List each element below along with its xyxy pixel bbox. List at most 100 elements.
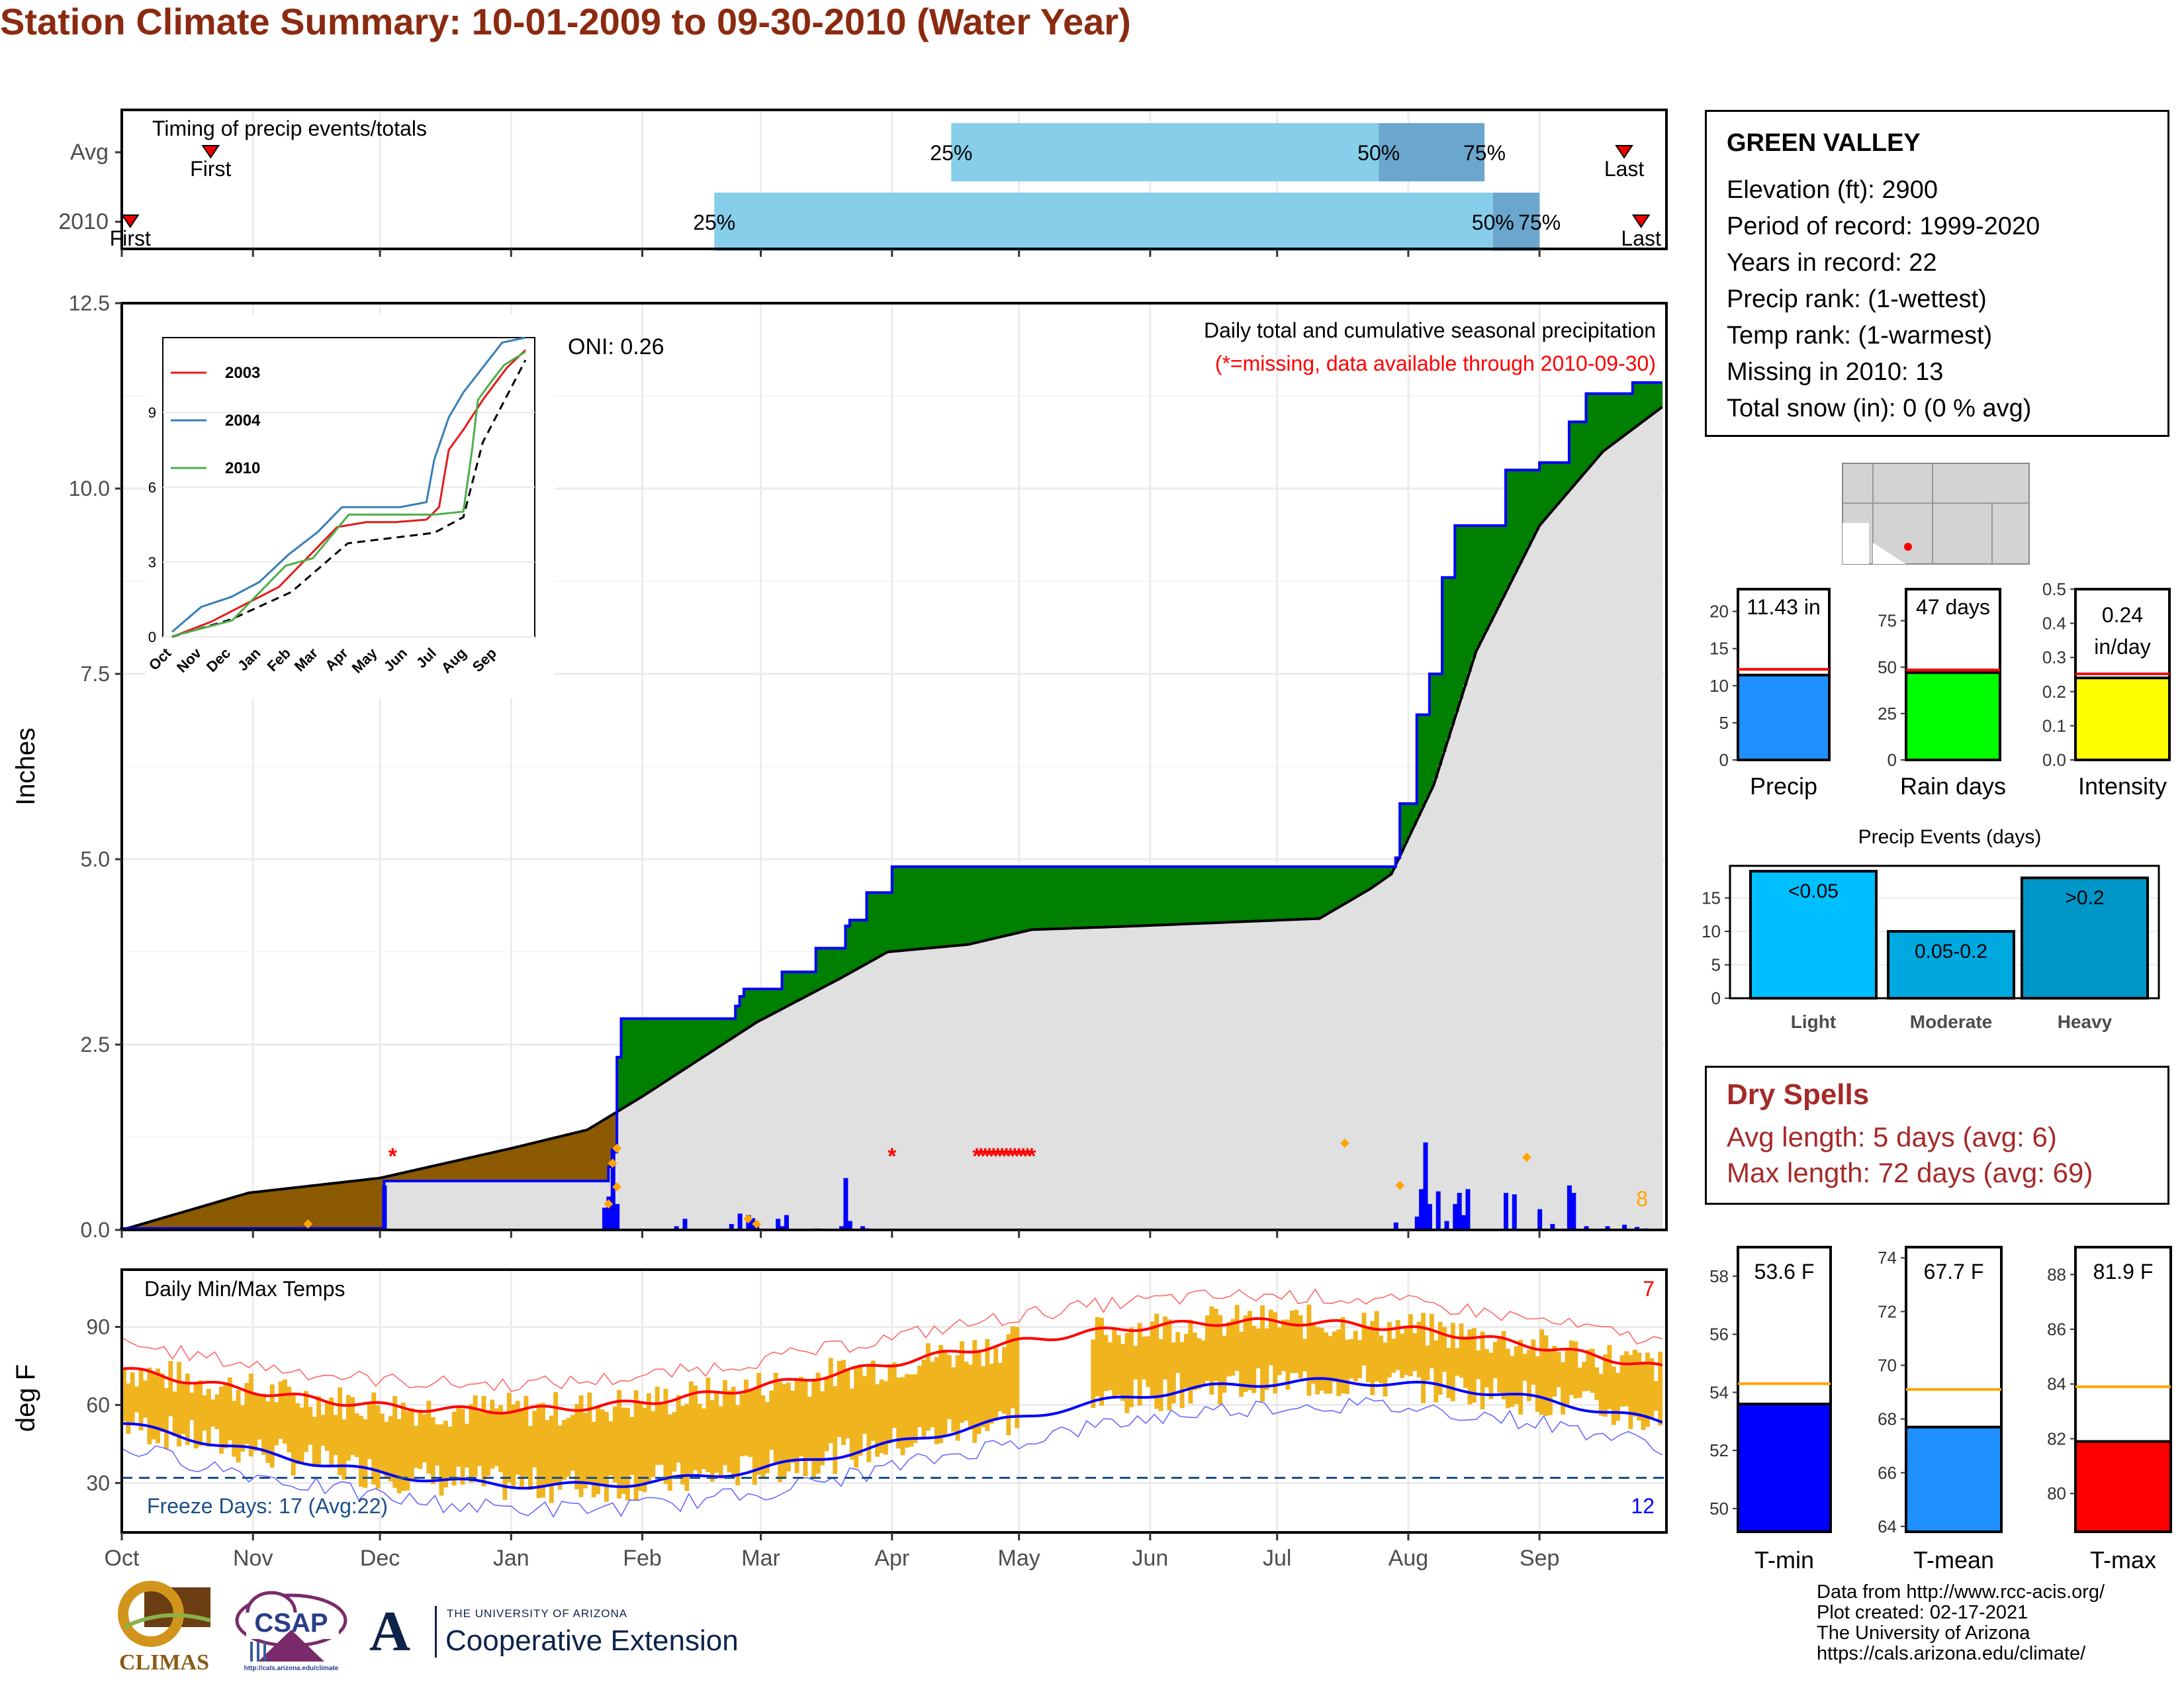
below-normal-fill [477, 1155, 482, 1182]
daily-temp-range-bar [1302, 1338, 1307, 1372]
temp-summary-y-tick: 54 [1709, 1382, 1729, 1402]
daily-temp-range-bar [815, 1372, 821, 1474]
daily-temp-range-bar [1171, 1342, 1176, 1403]
normal-fill [1040, 929, 1045, 1230]
summary-value-label: 0.24 [2102, 603, 2143, 627]
normal-fill [1565, 493, 1570, 1230]
normal-fill [1328, 912, 1333, 1230]
first-marker-icon [201, 145, 220, 159]
csap-logo[interactable]: CSAP http://cals.arizona.edu/climate [232, 1589, 351, 1678]
below-normal-fill [409, 1170, 414, 1182]
above-normal-fill [705, 1018, 711, 1055]
normal-fill [769, 1014, 774, 1230]
above-normal-fill [629, 1018, 635, 1103]
normal-fill [439, 1181, 444, 1230]
y-tick-label: 0.0 [81, 1218, 110, 1242]
normal-fill [1015, 933, 1020, 1230]
normal-fill [515, 1181, 520, 1230]
daily-temp-range-bar [828, 1358, 833, 1443]
daily-temp-range-bar [414, 1425, 419, 1468]
normal-fill [1531, 538, 1536, 1230]
above-normal-fill [921, 867, 927, 949]
page-title: Station Climate Summary: 10-01-2009 to 0… [0, 1, 1131, 42]
below-normal-fill [401, 1172, 406, 1182]
above-normal-fill [1446, 577, 1451, 739]
daily-temp-range-bar [1526, 1350, 1531, 1401]
above-normal-fill [968, 867, 973, 945]
daily-temp-range-bar [1395, 1320, 1400, 1370]
timing-bar-50-75 [1379, 123, 1485, 181]
daily-temp-range-bar [1315, 1327, 1320, 1395]
daily-temp-range-bar [1408, 1314, 1413, 1377]
above-normal-fill [1095, 867, 1100, 927]
above-normal-fill [1379, 867, 1384, 882]
month-label: Oct [105, 1546, 140, 1571]
precip-event-value: <0.05 [1788, 880, 1839, 902]
normal-fill [1154, 925, 1160, 1230]
below-normal-fill [354, 1180, 359, 1229]
above-normal-fill [1353, 867, 1358, 898]
above-normal-fill [1522, 470, 1527, 555]
normal-fill [731, 1037, 736, 1230]
daily-temp-range-bar [523, 1395, 529, 1477]
daily-temp-range-bar [925, 1343, 931, 1431]
daily-temp-range-bar [202, 1395, 207, 1431]
summary-y-tick: 0.0 [2042, 750, 2066, 770]
temp-summary-bar [1737, 1402, 1832, 1533]
above-normal-fill [1158, 867, 1163, 925]
ua-logo[interactable]: A THE UNIVERSITY OF ARIZONA Cooperative … [361, 1602, 758, 1662]
daily-temp-range-bar [676, 1395, 681, 1463]
normal-fill [430, 1181, 435, 1230]
daily-temp-range-bar [1463, 1336, 1468, 1388]
normal-fill [566, 1181, 571, 1230]
daily-temp-range-bar [1095, 1317, 1100, 1397]
above-normal-fill [748, 989, 753, 1027]
daily-temp-range-bar [1298, 1315, 1303, 1379]
above-normal-fill [1065, 867, 1070, 929]
daily-temp-range-bar [1632, 1349, 1637, 1417]
above-normal-fill [1336, 867, 1342, 908]
inset-series-line [171, 351, 526, 637]
normal-fill [388, 1181, 393, 1230]
normal-fill [756, 1021, 762, 1230]
inset-series-line [171, 336, 526, 633]
daily-temp-range-bar [596, 1407, 601, 1494]
daily-temp-range-bar [773, 1372, 778, 1463]
normal-fill [841, 976, 846, 1230]
daily-temp-range-bar [1255, 1329, 1261, 1369]
above-normal-fill [1349, 867, 1354, 900]
daily-precip-bar [606, 1196, 612, 1230]
temp-summary-y-tick: 68 [1878, 1409, 1897, 1429]
y-tick-label: 5.0 [81, 847, 110, 871]
above-normal-fill [1103, 867, 1109, 927]
normal-fill [1518, 563, 1524, 1230]
above-normal-fill [1154, 867, 1160, 925]
daily-temp-range-bar [1188, 1319, 1193, 1404]
above-normal-fill [1332, 867, 1337, 910]
normal-fill [1535, 530, 1540, 1230]
normal-fill [811, 992, 817, 1230]
above-normal-fill [1289, 867, 1295, 920]
daily-temp-range-bar [1107, 1342, 1113, 1391]
temp-summary-value: 67.7 F [1924, 1260, 1984, 1284]
above-normal-fill [752, 989, 757, 1024]
daily-temp-range-bar [887, 1364, 893, 1444]
above-normal-fill [891, 867, 897, 952]
daily-precip-bar [1444, 1221, 1449, 1230]
daily-precip-bar [784, 1215, 789, 1230]
below-normal-fill [324, 1184, 330, 1229]
above-normal-fill [617, 1057, 622, 1111]
normal-fill [1213, 922, 1218, 1230]
normal-fill [714, 1048, 719, 1230]
above-normal-fill [1408, 804, 1413, 834]
below-normal-fill [198, 1207, 203, 1229]
daily-temp-range-bar [743, 1380, 749, 1456]
above-normal-fill [1082, 867, 1087, 928]
normal-fill [930, 947, 935, 1230]
above-normal-fill [1586, 393, 1591, 469]
normal-fill [638, 1098, 643, 1230]
normal-fill [1137, 925, 1142, 1230]
climas-logo[interactable]: CLIMAS [111, 1581, 217, 1675]
normal-fill [870, 960, 876, 1230]
normal-fill [1497, 605, 1502, 1230]
